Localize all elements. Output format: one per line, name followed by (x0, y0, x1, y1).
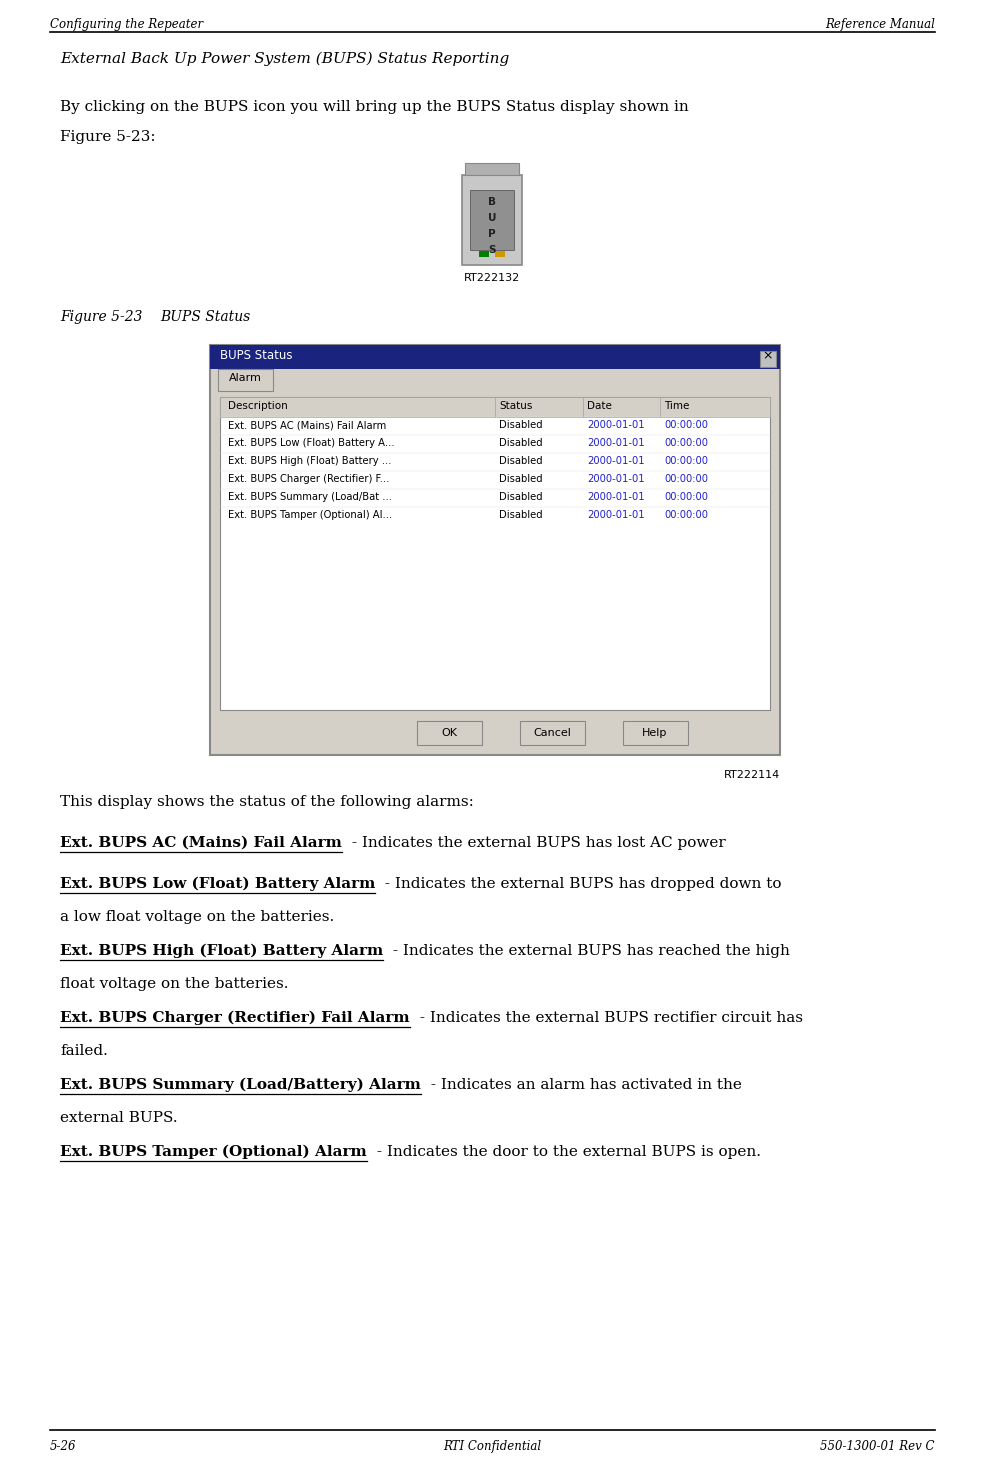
Text: Alarm: Alarm (229, 374, 261, 382)
Text: Disabled: Disabled (499, 438, 543, 448)
Text: 550-1300-01 Rev C: 550-1300-01 Rev C (821, 1440, 935, 1453)
Text: Ext. BUPS Summary (Load/Bat ...: Ext. BUPS Summary (Load/Bat ... (228, 492, 392, 502)
Text: Ext. BUPS Charger (Rectifier) Fail Alarm: Ext. BUPS Charger (Rectifier) Fail Alarm (60, 1011, 410, 1026)
Text: 00:00:00: 00:00:00 (664, 475, 708, 483)
Text: BUPS Status: BUPS Status (220, 349, 293, 362)
Text: Figure 5-23: Figure 5-23 (60, 311, 143, 324)
Bar (418, 721, 483, 746)
Text: Ext. BUPS AC (Mains) Fail Alarm: Ext. BUPS AC (Mains) Fail Alarm (60, 837, 342, 850)
Text: U: U (488, 212, 496, 223)
Text: 00:00:00: 00:00:00 (664, 438, 708, 448)
Text: 2000-01-01: 2000-01-01 (587, 420, 644, 431)
Text: a low float voltage on the batteries.: a low float voltage on the batteries. (60, 910, 334, 924)
Bar (760, 352, 776, 368)
Bar (623, 721, 688, 746)
Text: This display shows the status of the following alarms:: This display shows the status of the fol… (60, 795, 474, 809)
Text: 2000-01-01: 2000-01-01 (587, 510, 644, 520)
Text: - Indicates the door to the external BUPS is open.: - Indicates the door to the external BUP… (371, 1146, 760, 1159)
Text: RTI Confidential: RTI Confidential (443, 1440, 542, 1453)
Text: Date: Date (587, 401, 612, 412)
Text: Ext. BUPS High (Float) Battery ...: Ext. BUPS High (Float) Battery ... (228, 456, 391, 466)
Text: Status: Status (499, 401, 532, 412)
Text: 00:00:00: 00:00:00 (664, 456, 708, 466)
Text: RT222114: RT222114 (724, 771, 780, 779)
Text: Ext. BUPS Summary (Load/Battery) Alarm: Ext. BUPS Summary (Load/Battery) Alarm (60, 1078, 421, 1093)
Text: external BUPS.: external BUPS. (60, 1110, 177, 1125)
Text: 2000-01-01: 2000-01-01 (587, 492, 644, 502)
Text: - Indicates the external BUPS has lost AC power: - Indicates the external BUPS has lost A… (347, 837, 726, 850)
Text: float voltage on the batteries.: float voltage on the batteries. (60, 977, 289, 990)
Bar (479, 251, 489, 256)
Text: 00:00:00: 00:00:00 (664, 420, 708, 431)
Bar (210, 344, 780, 754)
Text: 2000-01-01: 2000-01-01 (587, 438, 644, 448)
Text: By clicking on the BUPS icon you will bring up the BUPS Status display shown in: By clicking on the BUPS icon you will br… (60, 100, 689, 114)
Text: Ext. BUPS Tamper (Optional) Alarm: Ext. BUPS Tamper (Optional) Alarm (60, 1146, 366, 1159)
Text: Disabled: Disabled (499, 456, 543, 466)
Text: ×: × (762, 349, 773, 362)
Text: 2000-01-01: 2000-01-01 (587, 456, 644, 466)
Text: Configuring the Repeater: Configuring the Repeater (50, 18, 203, 31)
Text: Disabled: Disabled (499, 492, 543, 502)
Text: BUPS Status: BUPS Status (160, 311, 250, 324)
Text: Disabled: Disabled (499, 420, 543, 431)
Text: Ext. BUPS Tamper (Optional) Al...: Ext. BUPS Tamper (Optional) Al... (228, 510, 392, 520)
Bar (495, 251, 505, 256)
Text: 2000-01-01: 2000-01-01 (587, 475, 644, 483)
Bar (220, 397, 770, 711)
Text: Disabled: Disabled (499, 510, 543, 520)
Text: B: B (488, 196, 496, 207)
Text: Figure 5-23:: Figure 5-23: (60, 130, 156, 144)
Text: 00:00:00: 00:00:00 (664, 510, 708, 520)
Text: - Indicates an alarm has activated in the: - Indicates an alarm has activated in th… (426, 1078, 742, 1091)
Bar (520, 721, 585, 746)
Text: - Indicates the external BUPS has dropped down to: - Indicates the external BUPS has droppe… (380, 878, 782, 891)
Text: Ext. BUPS AC (Mains) Fail Alarm: Ext. BUPS AC (Mains) Fail Alarm (228, 420, 386, 431)
Text: P: P (489, 229, 495, 239)
Text: Cancel: Cancel (533, 728, 571, 738)
Text: S: S (489, 245, 495, 255)
Bar (218, 369, 273, 391)
Text: RT222132: RT222132 (464, 272, 520, 283)
Text: OK: OK (441, 728, 457, 738)
Text: Ext. BUPS High (Float) Battery Alarm: Ext. BUPS High (Float) Battery Alarm (60, 943, 383, 958)
Text: Time: Time (664, 401, 689, 412)
Bar (220, 397, 770, 418)
Text: Ext. BUPS Low (Float) Battery A...: Ext. BUPS Low (Float) Battery A... (228, 438, 395, 448)
Text: Disabled: Disabled (499, 475, 543, 483)
Text: 5-26: 5-26 (50, 1440, 77, 1453)
Text: - Indicates the external BUPS has reached the high: - Indicates the external BUPS has reache… (388, 943, 790, 958)
Text: - Indicates the external BUPS rectifier circuit has: - Indicates the external BUPS rectifier … (415, 1011, 803, 1026)
Text: Reference Manual: Reference Manual (825, 18, 935, 31)
Bar (465, 163, 519, 174)
Text: Ext. BUPS Low (Float) Battery Alarm: Ext. BUPS Low (Float) Battery Alarm (60, 878, 375, 891)
Text: Description: Description (228, 401, 288, 412)
Text: 00:00:00: 00:00:00 (664, 492, 708, 502)
Text: External Back Up Power System (BUPS) Status Reporting: External Back Up Power System (BUPS) Sta… (60, 51, 509, 66)
Bar (470, 190, 514, 251)
Bar (210, 344, 780, 369)
Text: Help: Help (642, 728, 667, 738)
Text: Ext. BUPS Charger (Rectifier) F...: Ext. BUPS Charger (Rectifier) F... (228, 475, 389, 483)
Bar (462, 174, 522, 265)
Text: failed.: failed. (60, 1045, 108, 1058)
